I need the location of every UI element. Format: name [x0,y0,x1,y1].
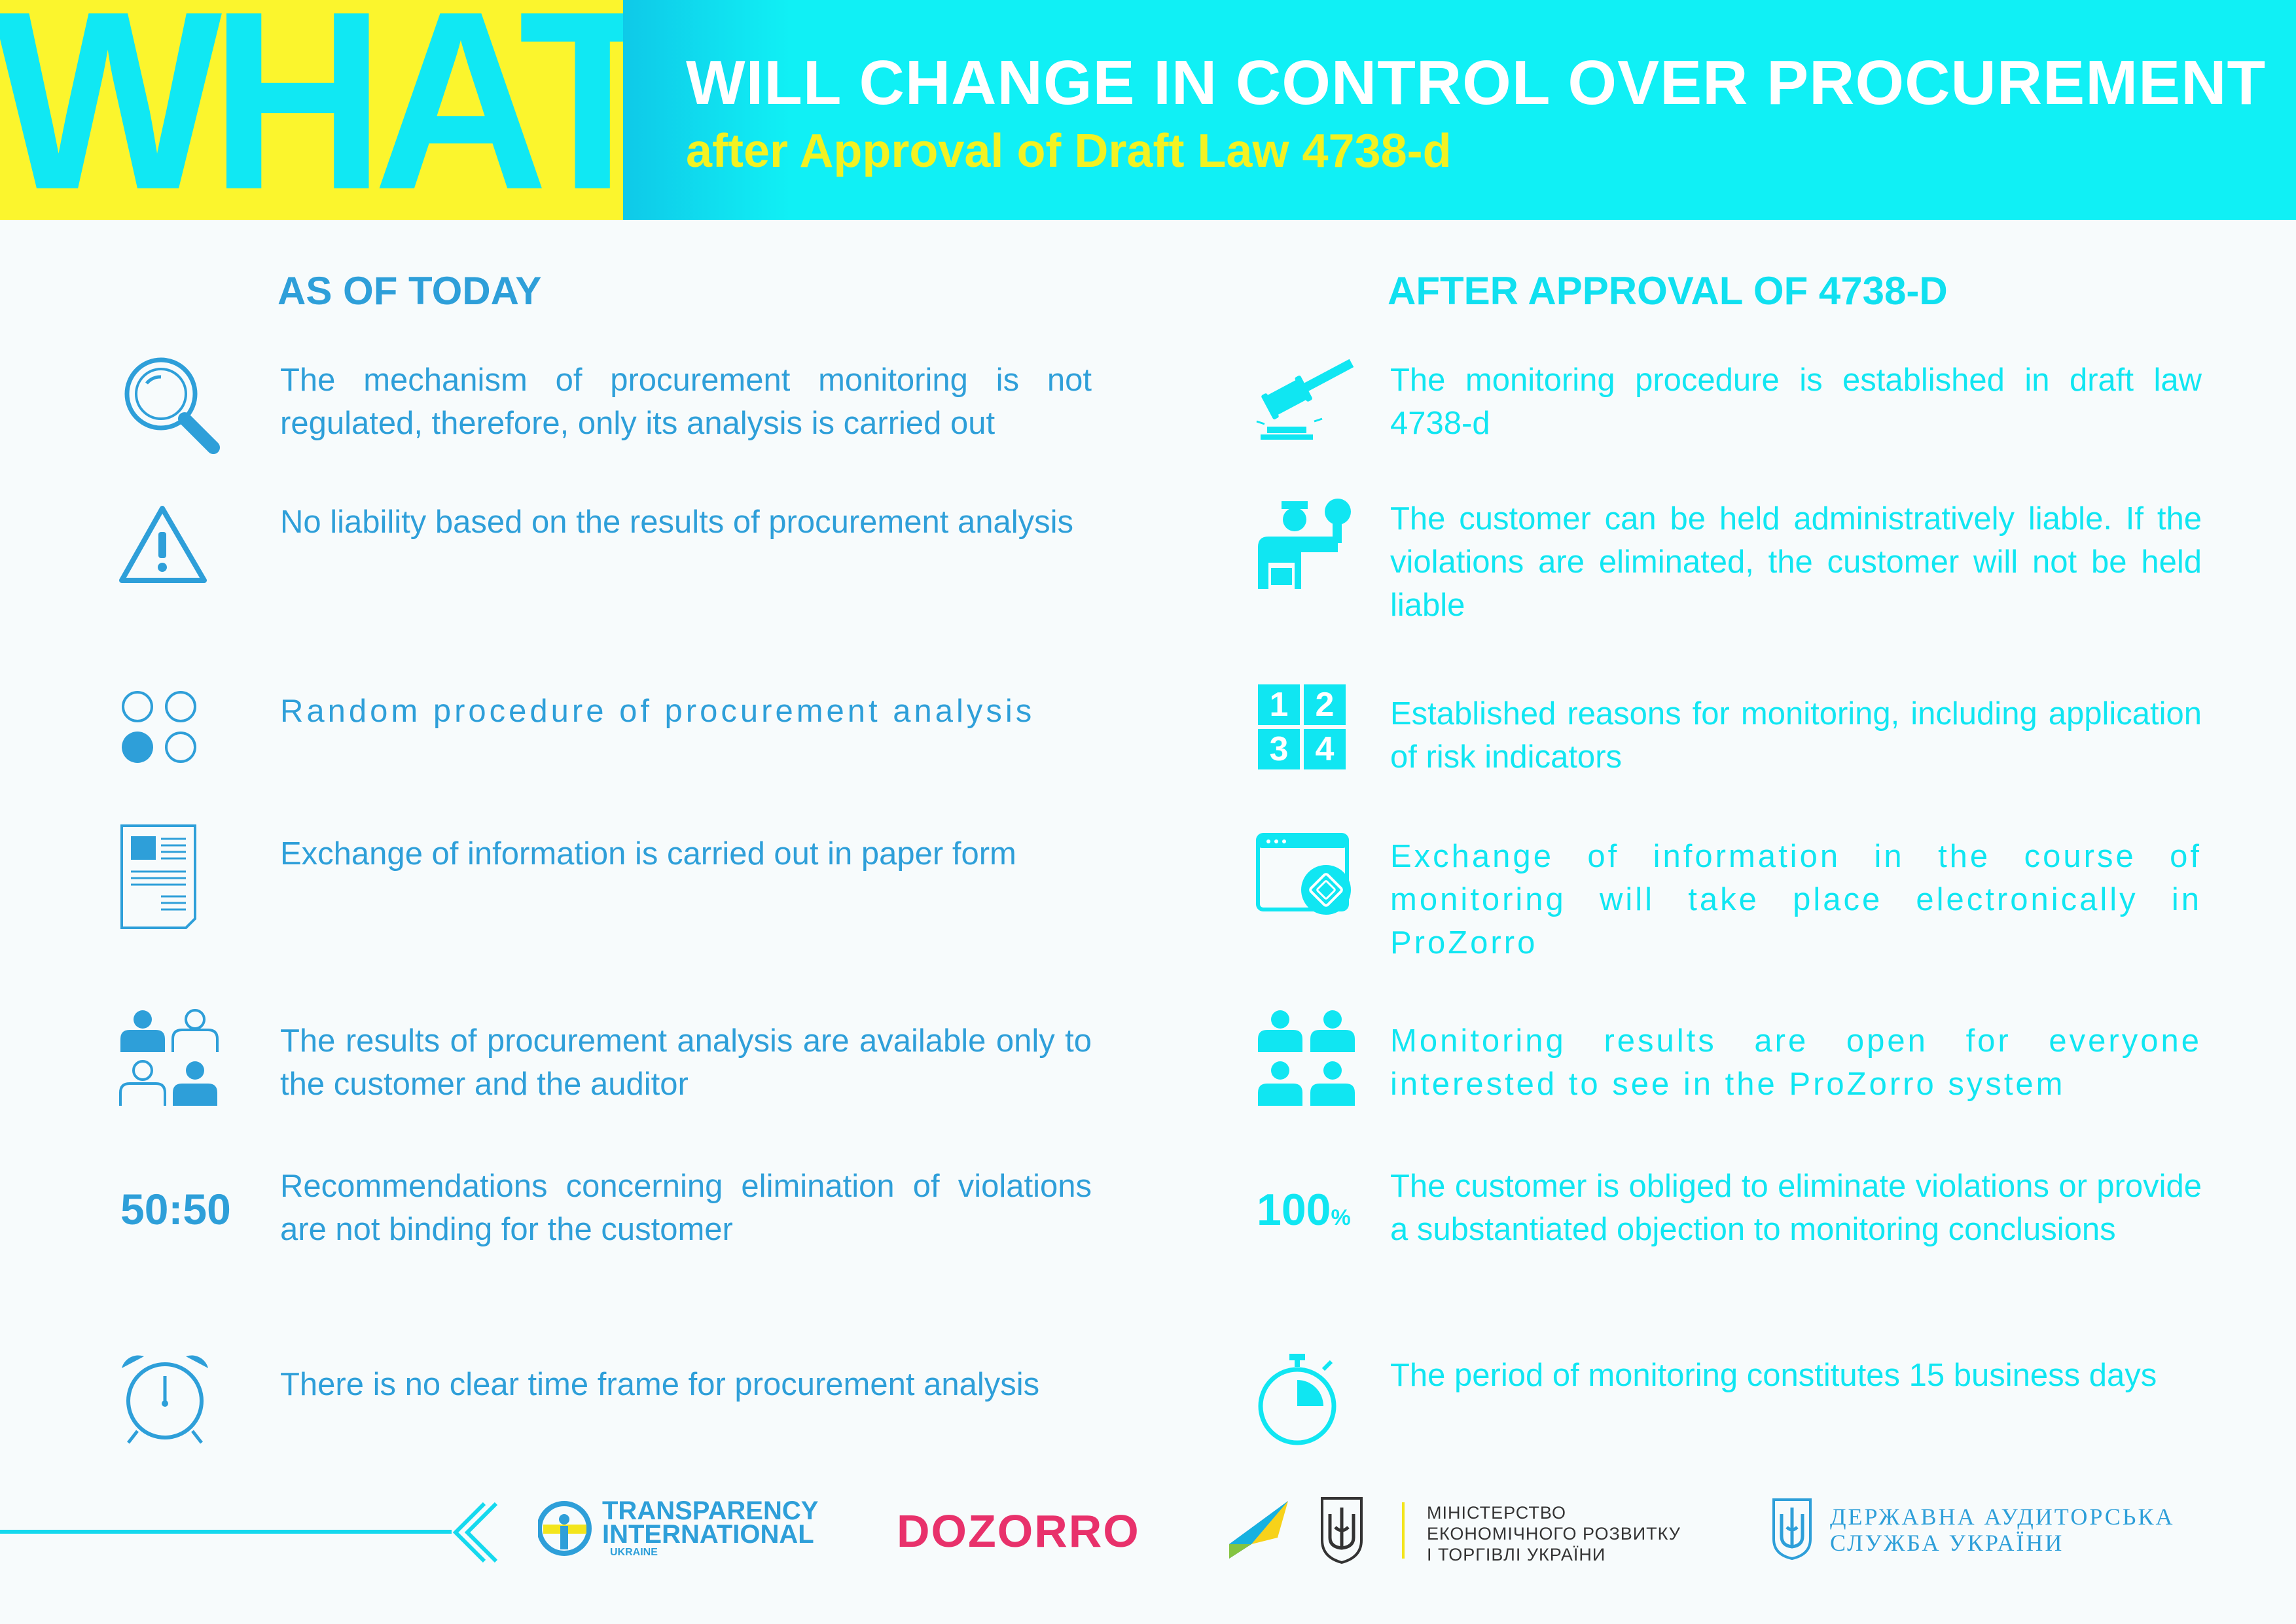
official-person-icon [1255,497,1360,609]
right-column-heading: AFTER APPROVAL OF 4738-D [1388,269,1948,313]
big-word: WHAT [0,0,623,220]
page-subtitle: after Approval of Draft Law 4738-d [686,125,1452,177]
chevron-left-icon [445,1500,498,1568]
left-item-text: The results of procurement analysis are … [280,1023,1092,1102]
ministry-divider [1402,1502,1405,1559]
right-item-text: The customer can be held administrativel… [1390,501,2202,623]
page-title: WILL CHANGE IN CONTROL OVER PROCUREMENT [686,48,2267,118]
prozorro-mark-icon [1225,1498,1291,1564]
right-item-text: Established reasons for monitoring, incl… [1390,696,2202,775]
left-item-text: Random procedure of procurement analysis [280,694,1035,729]
left-item-text: The mechanism of procurement monitoring … [280,362,1092,441]
left-item-text: No liability based on the results of pro… [280,504,1074,540]
left-column-heading: AS OF TODAY [278,269,542,313]
fifty-fifty-icon: 50:50 [120,1185,231,1233]
alarm-clock-icon [118,1351,223,1462]
stopwatch-icon [1255,1351,1360,1462]
right-item-text: Exchange of information in the course of… [1390,839,2202,961]
people-group-icon [118,1008,223,1119]
right-item-text: The monitoring procedure is established … [1390,362,2202,441]
hundred-percent-icon: 100% [1257,1185,1351,1235]
transparency-international-logo: TRANSPARENCY INTERNATIONAL UKRAINE [537,1497,818,1563]
ukraine-trident-icon [1318,1494,1365,1568]
magnifier-icon [118,353,223,465]
header-cyan-block [623,0,2296,220]
header-banner: WHAT WILL CHANGE IN CONTROL OVER PROCURE… [0,0,2296,220]
warning-icon [118,501,223,612]
dozorro-logo: DOZORRO [897,1506,1140,1557]
right-item-text: The customer is obliged to eliminate vio… [1390,1169,2202,1247]
gavel-icon [1255,353,1360,465]
people-group-icon [1255,1008,1360,1119]
left-item-text: There is no clear time frame for procure… [280,1367,1040,1402]
right-item-text: The period of monitoring constitutes 15 … [1390,1358,2157,1393]
audit-service-name: ДЕРЖАВНА АУДИТОРСЬКА СЛУЖБА УКРАЇНИ [1830,1504,2175,1556]
left-item-text: Recommendations concerning elimination o… [280,1169,1092,1247]
ti-emblem-icon [537,1501,592,1556]
footer-divider [0,1530,452,1534]
numbers-grid-icon: 1 2 3 4 [1255,680,1360,792]
browser-window-icon [1255,830,1360,941]
left-item-text: Exchange of information is carried out i… [280,836,1016,872]
audit-trident-icon [1771,1496,1813,1564]
paper-document-icon [118,823,223,934]
right-item-text: Monitoring results are open for everyone… [1390,1023,2202,1102]
circles-icon [118,687,223,798]
ministry-name: МІНІСТЕРСТВО ЕКОНОМІЧНОГО РОЗВИТКУ І ТОР… [1427,1503,1681,1564]
header-yellow-block: WHAT [0,0,623,220]
